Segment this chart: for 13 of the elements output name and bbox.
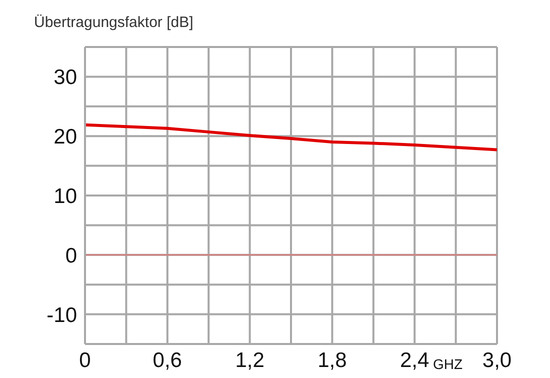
y-tick-label: 10	[54, 184, 77, 208]
x-tick-label: 2,4	[400, 348, 430, 372]
y-tick-label: -10	[46, 304, 77, 327]
chart-title: Übertragungsfaktor [dB]	[34, 14, 194, 31]
y-tick-label: 0	[65, 244, 77, 268]
x-tick-label: 1,2	[235, 348, 264, 372]
x-axis-title: GHZ	[433, 356, 463, 372]
x-tick-label: 3,0	[482, 348, 512, 372]
y-tick-label: 20	[54, 126, 77, 149]
y-tick-label: 30	[54, 66, 77, 90]
x-tick-label: 0,6	[152, 348, 182, 372]
line-series	[85, 123, 497, 152]
x-tick-label: 1,8	[318, 348, 347, 372]
